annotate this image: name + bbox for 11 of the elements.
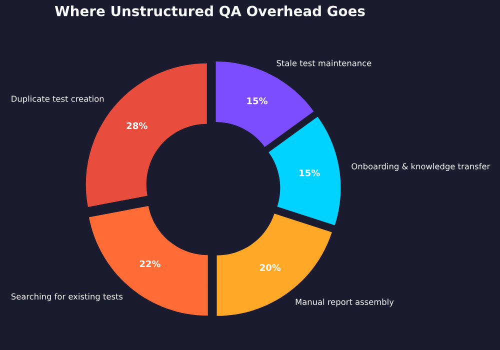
slice-label: Onboarding & knowledge transfer	[352, 163, 490, 171]
slice-label: Manual report assembly	[296, 298, 394, 307]
slice-label: Duplicate test creation	[12, 96, 104, 104]
data-label: 20%	[260, 264, 281, 271]
data-label: 15%	[300, 169, 320, 176]
slice-label: Searching for existing tests	[11, 293, 123, 302]
data-label: 22%	[140, 260, 161, 268]
chart-title: Where Unstructured QA Overhead Goes	[54, 6, 365, 18]
data-label: 28%	[126, 122, 148, 130]
data-label: 15%	[247, 97, 268, 104]
slice-label: Stale test maintenance	[276, 60, 372, 66]
